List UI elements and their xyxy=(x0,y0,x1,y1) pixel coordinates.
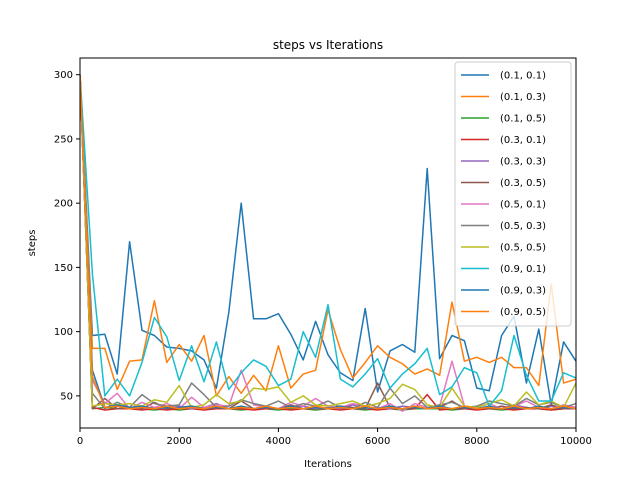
y-axis-label: steps xyxy=(27,230,38,257)
legend-label: (0.1, 0.3) xyxy=(500,92,546,103)
series-line-12 xyxy=(80,74,576,410)
legend-label: (0.3, 0.3) xyxy=(500,157,546,168)
series-line-9 xyxy=(80,74,576,409)
y-tick-label: 50 xyxy=(60,391,73,402)
y-axis: 50 100 150 200 250 300 xyxy=(54,70,80,402)
legend-label: (0.5, 0.3) xyxy=(500,221,546,232)
y-tick-label: 250 xyxy=(54,134,73,145)
x-tick-label: 8000 xyxy=(464,436,489,447)
y-tick-label: 200 xyxy=(54,199,73,210)
series-line-10 xyxy=(80,74,576,407)
legend-label: (0.9, 0.3) xyxy=(500,286,546,297)
series-line-2 xyxy=(80,74,576,397)
x-tick-label: 6000 xyxy=(365,436,390,447)
legend-label: (0.1, 0.5) xyxy=(500,114,546,125)
legend-label: (0.5, 0.1) xyxy=(500,200,546,211)
y-tick-label: 150 xyxy=(54,263,73,274)
legend-label: (0.3, 0.5) xyxy=(500,178,546,189)
chart-title: steps vs Iterations xyxy=(273,38,383,52)
plot-frame xyxy=(79,57,577,429)
x-tick-label: 10000 xyxy=(560,436,592,447)
legend-box xyxy=(454,61,572,327)
x-axis: 0 2000 4000 6000 8000 10000 xyxy=(77,428,592,447)
x-tick-label: 0 xyxy=(77,436,83,447)
legend: (0.1, 0.1) (0.1, 0.3) (0.1, 0.5) (0.3, 0.1)… xyxy=(454,61,572,327)
x-axis-label: Iterations xyxy=(304,459,352,470)
legend-label: (0.1, 0.1) xyxy=(500,71,546,82)
legend-label: (0.3, 0.1) xyxy=(500,135,546,146)
series-group xyxy=(80,74,576,413)
legend-label: (0.9, 0.1) xyxy=(500,264,546,275)
y-tick-label: 100 xyxy=(54,327,73,338)
x-tick-label: 4000 xyxy=(266,436,291,447)
legend-label: (0.5, 0.5) xyxy=(500,243,546,254)
legend-label: (0.9, 0.5) xyxy=(500,307,546,318)
x-tick-label: 2000 xyxy=(166,436,191,447)
y-tick-label: 300 xyxy=(54,70,73,81)
